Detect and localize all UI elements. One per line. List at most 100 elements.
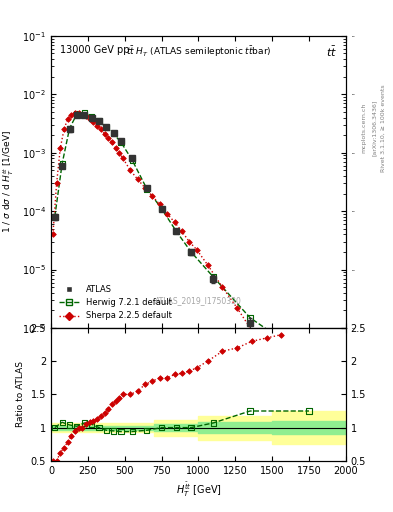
Y-axis label: 1 / $\sigma$ d$\sigma$ / d $H_T^{\bar{t}t}$ [1/GeV]: 1 / $\sigma$ d$\sigma$ / d $H_T^{\bar{t}…	[0, 131, 17, 233]
Point	[81, 109, 87, 117]
Point	[306, 354, 312, 362]
Point	[86, 115, 93, 123]
Point	[234, 344, 240, 352]
Point	[129, 156, 135, 164]
Point	[157, 200, 163, 208]
Point	[127, 390, 134, 398]
Point	[204, 357, 211, 365]
Point	[179, 227, 185, 236]
Point	[120, 390, 126, 398]
Point	[88, 420, 95, 429]
Point	[142, 380, 148, 389]
Text: ATLAS_2019_I1750330: ATLAS_2019_I1750330	[155, 295, 242, 305]
Point	[234, 304, 240, 312]
Point	[219, 347, 226, 355]
Point	[127, 166, 134, 175]
Point	[193, 364, 200, 372]
Point	[74, 422, 80, 431]
Point	[51, 212, 58, 221]
Point	[75, 423, 82, 432]
Point	[94, 121, 100, 130]
Point	[64, 438, 71, 446]
Point	[90, 417, 97, 425]
Text: $t\bar{t}$: $t\bar{t}$	[326, 45, 337, 59]
Point	[96, 423, 102, 432]
Point	[50, 230, 56, 239]
Legend: ATLAS, Herwig 7.2.1 default, Sherpa 2.2.5 default: ATLAS, Herwig 7.2.1 default, Sherpa 2.2.…	[55, 282, 175, 324]
Point	[61, 125, 67, 134]
Point	[173, 423, 180, 432]
Point	[112, 397, 119, 405]
Point	[158, 205, 165, 213]
Point	[144, 426, 150, 434]
Point	[74, 110, 80, 118]
Point	[50, 457, 56, 465]
Point	[110, 130, 117, 138]
Point	[90, 118, 97, 126]
Point	[210, 273, 217, 281]
Point	[171, 370, 178, 378]
Point	[164, 374, 170, 382]
Point	[109, 400, 115, 409]
Point	[94, 415, 100, 423]
Point	[247, 407, 253, 415]
Point	[171, 218, 178, 226]
Point	[134, 387, 141, 395]
Point	[57, 449, 63, 457]
Point	[105, 134, 111, 142]
Text: $t\bar{t}$ $H_T$ (ATLAS semileptonic $t\bar{t}$bar): $t\bar{t}$ $H_T$ (ATLAS semileptonic $t\…	[126, 45, 271, 59]
Point	[247, 314, 253, 322]
Point	[116, 394, 122, 402]
Point	[164, 210, 170, 218]
Point	[149, 377, 156, 385]
Point	[98, 412, 104, 420]
Point	[129, 428, 135, 436]
Point	[204, 261, 211, 269]
Point	[105, 405, 111, 413]
Y-axis label: Ratio to ATLAS: Ratio to ATLAS	[16, 361, 25, 428]
Point	[149, 192, 156, 200]
Point	[88, 112, 95, 120]
Point	[278, 331, 285, 339]
Point	[210, 419, 217, 427]
Point	[72, 109, 78, 117]
Point	[306, 407, 312, 415]
Point	[263, 334, 270, 342]
Point	[101, 409, 108, 417]
Point	[109, 138, 115, 146]
Point	[57, 144, 63, 152]
Point	[53, 457, 60, 465]
Text: 13000 GeV pp: 13000 GeV pp	[60, 45, 129, 55]
Point	[173, 227, 180, 236]
Point	[188, 248, 194, 256]
Text: [arXiv:1306.3436]: [arXiv:1306.3436]	[371, 100, 376, 156]
Point	[68, 111, 75, 119]
Point	[66, 124, 73, 133]
Point	[193, 245, 200, 253]
Point	[118, 428, 124, 436]
Point	[249, 337, 255, 346]
Point	[66, 421, 73, 429]
Point	[103, 426, 110, 434]
Point	[72, 427, 78, 435]
Point	[110, 427, 117, 435]
Text: mcplots.cern.ch: mcplots.cern.ch	[362, 103, 367, 153]
Point	[79, 111, 86, 119]
Point	[263, 351, 270, 359]
Point	[120, 154, 126, 162]
Point	[75, 109, 82, 117]
Point	[188, 423, 194, 432]
Point	[103, 123, 110, 132]
Point	[64, 115, 71, 123]
Point	[81, 419, 87, 427]
X-axis label: $H_T^{\bar{t}t}$ [GeV]: $H_T^{\bar{t}t}$ [GeV]	[176, 481, 221, 499]
Point	[59, 160, 65, 168]
Point	[179, 369, 185, 377]
Point	[59, 418, 65, 426]
Point	[112, 144, 119, 152]
Point	[158, 423, 165, 432]
Point	[96, 117, 102, 125]
Point	[186, 238, 193, 246]
Point	[61, 443, 67, 452]
Point	[219, 283, 226, 291]
